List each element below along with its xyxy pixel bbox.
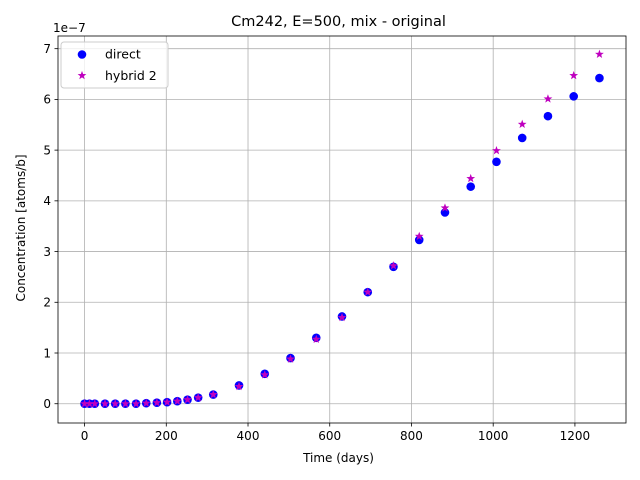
x-tick-label: 200: [155, 429, 178, 443]
y-tick-label: 0: [43, 397, 51, 411]
data-point-star: [595, 49, 604, 58]
y-axis-label: Concentration [atoms/b]: [14, 154, 28, 301]
legend-label-direct: direct: [105, 47, 141, 62]
data-point-circle: [492, 157, 501, 167]
x-tick-label: 0: [81, 429, 89, 443]
data-point-star: [466, 173, 476, 183]
x-tick-label: 600: [318, 429, 341, 443]
legend-label-hybrid-2: hybrid 2: [105, 68, 157, 83]
data-point-star: [234, 381, 244, 391]
data-point-circle: [517, 133, 527, 143]
chart-title: Cm242, E=500, mix - original: [231, 14, 446, 30]
legend-symbol: [77, 50, 87, 59]
data-point-star: [162, 397, 172, 406]
data-point-star: [141, 398, 151, 407]
y-axis-offset-text: 1e−7: [53, 21, 86, 35]
data-point-star: [131, 399, 141, 408]
y-tick-label: 2: [43, 296, 51, 310]
data-markers: [80, 49, 604, 409]
data-point-star: [517, 119, 527, 128]
x-tick-label: 800: [400, 429, 423, 443]
data-point-star: [286, 354, 295, 363]
x-axis-label: Time (days): [302, 451, 374, 465]
data-point-star: [152, 398, 162, 407]
data-point-star: [121, 399, 130, 408]
data-point-circle: [569, 92, 578, 101]
grid: [58, 36, 626, 423]
x-tick-label: 400: [237, 429, 260, 443]
x-tick-label: 1200: [560, 429, 591, 443]
data-point-star: [492, 146, 501, 155]
plot-frame: [57, 35, 627, 424]
data-point-circle: [466, 182, 476, 191]
legend-frame: [60, 41, 169, 89]
legend-marker-hybrid-2: [77, 70, 87, 80]
x-tick-label: 1000: [478, 429, 509, 443]
series-hybrid-2: [80, 49, 604, 408]
data-point-star: [363, 287, 373, 296]
data-point-star: [389, 261, 398, 270]
y-tick-label: 5: [43, 143, 51, 157]
data-point-star: [208, 390, 218, 399]
data-point-circle: [595, 73, 604, 83]
data-point-star: [337, 312, 347, 322]
data-point-star: [543, 94, 553, 103]
data-point-star: [183, 395, 192, 404]
y-tick-label: 1: [43, 346, 51, 360]
y-tick-label: 6: [43, 93, 51, 107]
data-point-circle: [543, 111, 553, 121]
data-point-star: [193, 393, 203, 402]
data-point-star: [569, 70, 579, 80]
legend: direct hybrid 2: [60, 41, 169, 89]
legend-marker-direct: [77, 50, 87, 59]
data-point-star: [110, 399, 120, 408]
legend-symbol: [77, 70, 87, 80]
data-point-star: [100, 399, 110, 408]
y-tick-label: 7: [43, 42, 51, 56]
data-point-star: [440, 203, 450, 212]
ticks: 0 200 400 600 800 1000 1200 0 1 2 3 4 5 6 7: [43, 42, 590, 443]
data-point-star: [311, 334, 321, 344]
y-tick-label: 3: [43, 245, 51, 259]
y-tick-label: 4: [43, 194, 51, 208]
data-point-star: [85, 399, 94, 408]
data-point-star: [414, 231, 424, 241]
data-point-circle: [414, 235, 424, 245]
data-point-star: [80, 399, 89, 408]
data-point-star: [172, 396, 182, 405]
data-point-star: [260, 370, 270, 379]
data-point-star: [90, 399, 100, 408]
